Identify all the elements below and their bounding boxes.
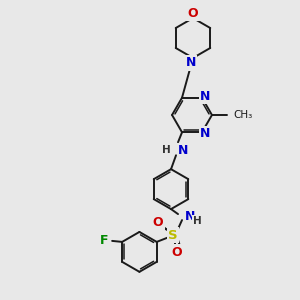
Text: N: N: [186, 56, 196, 69]
Text: H: H: [193, 216, 202, 226]
Text: S: S: [168, 229, 178, 242]
Text: F: F: [100, 234, 108, 248]
Text: N: N: [185, 210, 195, 223]
Text: N: N: [200, 90, 210, 103]
Text: N: N: [200, 127, 210, 140]
Text: CH₃: CH₃: [233, 110, 252, 120]
Text: O: O: [153, 216, 163, 229]
Text: O: O: [188, 7, 198, 20]
Text: H: H: [162, 145, 171, 155]
Text: O: O: [172, 246, 182, 259]
Text: N: N: [178, 144, 188, 157]
